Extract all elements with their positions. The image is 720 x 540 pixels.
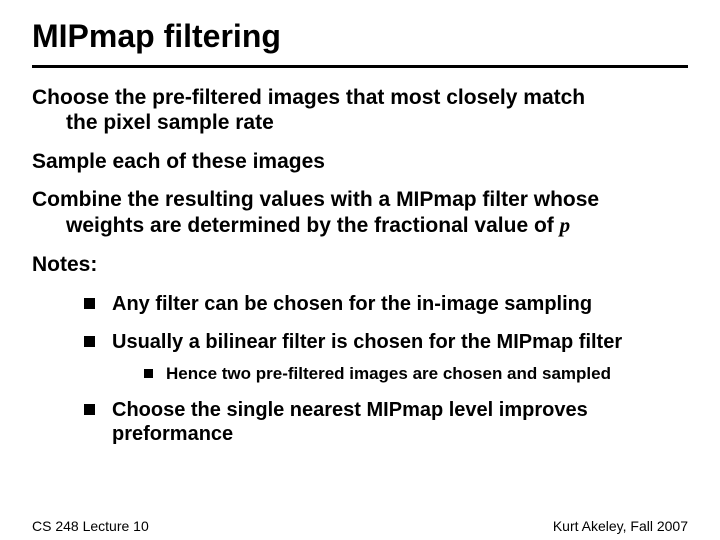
paragraph-2: Sample each of these images bbox=[32, 150, 688, 175]
notes-sublist: Hence two pre-filtered images are chosen… bbox=[112, 364, 688, 384]
notes-list: Any filter can be chosen for the in-imag… bbox=[32, 292, 688, 446]
list-item: Choose the single nearest MIPmap level i… bbox=[84, 398, 688, 446]
paragraph-3-line2: weights are determined by the fractional… bbox=[32, 213, 688, 239]
list-item: Hence two pre-filtered images are chosen… bbox=[144, 364, 688, 384]
bullet-1-text: Any filter can be chosen for the in-imag… bbox=[112, 293, 592, 315]
list-item: Usually a bilinear filter is chosen for … bbox=[84, 330, 688, 384]
paragraph-1-line1: Choose the pre-filtered images that most… bbox=[32, 86, 585, 109]
paragraph-1-line2: the pixel sample rate bbox=[32, 111, 688, 136]
title-rule bbox=[32, 65, 688, 68]
footer-right: Kurt Akeley, Fall 2007 bbox=[553, 518, 688, 534]
bullet-2-sub-1-text: Hence two pre-filtered images are chosen… bbox=[166, 364, 611, 383]
variable-p: p bbox=[560, 213, 571, 237]
slide-footer: CS 248 Lecture 10 Kurt Akeley, Fall 2007 bbox=[32, 518, 688, 534]
paragraph-3: Combine the resulting values with a MIPm… bbox=[32, 188, 688, 239]
footer-left: CS 248 Lecture 10 bbox=[32, 518, 149, 534]
paragraph-4: Notes: bbox=[32, 253, 688, 278]
list-item: Any filter can be chosen for the in-imag… bbox=[84, 292, 688, 316]
bullet-2-text: Usually a bilinear filter is chosen for … bbox=[112, 331, 622, 353]
slide-title: MIPmap filtering bbox=[32, 18, 688, 55]
slide: MIPmap filtering Choose the pre-filtered… bbox=[0, 0, 720, 540]
paragraph-1: Choose the pre-filtered images that most… bbox=[32, 86, 688, 136]
paragraph-3-line2a: weights are determined by the fractional… bbox=[66, 214, 560, 237]
bullet-3-text: Choose the single nearest MIPmap level i… bbox=[112, 399, 588, 445]
paragraph-3-line1: Combine the resulting values with a MIPm… bbox=[32, 188, 599, 211]
